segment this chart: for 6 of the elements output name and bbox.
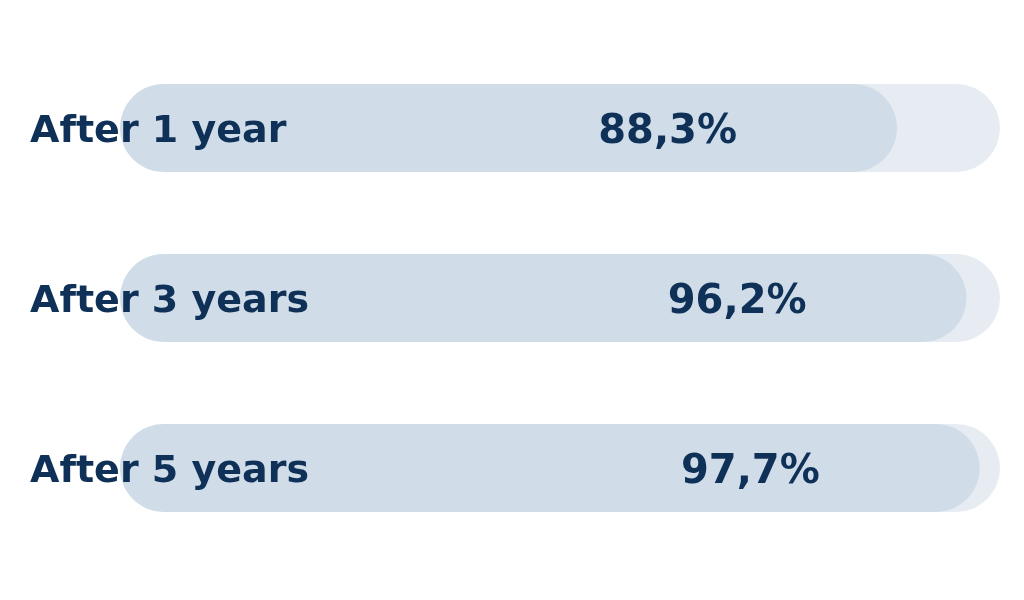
data-label: 96,2% <box>667 276 807 322</box>
data-label: 97,7% <box>680 446 820 492</box>
y-tick-label: After 1 year <box>30 107 287 151</box>
data-label: 88,3% <box>598 106 738 152</box>
y-tick-label: After 5 years <box>30 447 310 491</box>
y-tick-label: After 3 years <box>30 277 310 321</box>
